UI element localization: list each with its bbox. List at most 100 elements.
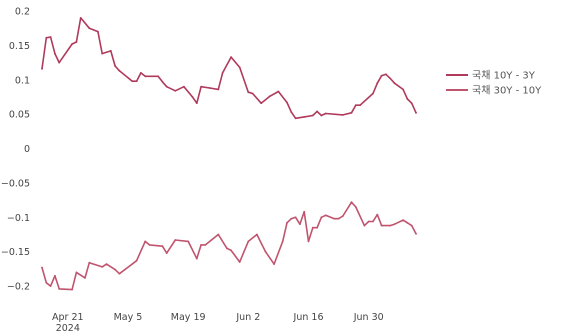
data-point[interactable] (58, 61, 61, 64)
data-point[interactable] (97, 30, 99, 33)
data-point[interactable] (320, 114, 323, 117)
legend[interactable]: 국채 10Y - 3Y 국채 30Y - 10Y (446, 70, 542, 97)
data-point[interactable] (71, 43, 73, 45)
data-point[interactable] (311, 114, 314, 117)
data-point[interactable] (299, 223, 301, 226)
data-point[interactable] (165, 252, 168, 255)
data-point[interactable] (114, 65, 116, 67)
data-point[interactable] (350, 111, 353, 114)
data-point[interactable] (406, 221, 409, 224)
data-point[interactable] (144, 75, 147, 78)
data-point[interactable] (174, 239, 177, 241)
data-point[interactable] (415, 232, 417, 235)
data-point[interactable] (49, 285, 52, 287)
data-point[interactable] (311, 226, 314, 229)
data-point[interactable] (208, 87, 211, 89)
data-point[interactable] (204, 244, 207, 246)
data-point[interactable] (88, 261, 91, 264)
data-point[interactable] (303, 116, 306, 118)
data-point[interactable] (316, 226, 318, 229)
data-point[interactable] (376, 213, 379, 216)
data-point[interactable] (131, 80, 134, 83)
data-point[interactable] (161, 245, 164, 248)
data-point[interactable] (41, 67, 43, 70)
data-point[interactable] (195, 257, 198, 260)
data-point[interactable] (101, 52, 104, 55)
data-point[interactable] (45, 281, 48, 284)
data-point[interactable] (380, 224, 383, 227)
data-point[interactable] (144, 240, 147, 243)
data-point[interactable] (389, 224, 392, 227)
data-point[interactable] (140, 72, 142, 74)
data-point[interactable] (165, 85, 168, 88)
data-point[interactable] (49, 36, 52, 38)
data-point[interactable] (333, 217, 336, 220)
data-point[interactable] (161, 80, 164, 83)
data-point[interactable] (393, 82, 396, 85)
data-point[interactable] (324, 112, 327, 115)
data-point[interactable] (290, 111, 293, 113)
data-point[interactable] (372, 220, 374, 223)
data-point[interactable] (324, 214, 327, 217)
data-point[interactable] (376, 82, 379, 85)
data-point[interactable] (221, 72, 224, 74)
data-point[interactable] (385, 73, 387, 76)
data-point[interactable] (410, 224, 413, 227)
data-point[interactable] (354, 104, 357, 107)
data-point[interactable] (114, 268, 116, 271)
data-point[interactable] (88, 27, 91, 30)
data-point[interactable] (54, 52, 56, 55)
legend-item-2[interactable]: 국채 30Y - 10Y (446, 85, 542, 97)
data-point[interactable] (247, 240, 250, 243)
data-point[interactable] (316, 110, 318, 113)
data-point[interactable] (75, 271, 78, 274)
data-point[interactable] (226, 247, 228, 250)
legend-item-1[interactable]: 국채 10Y - 3Y (446, 70, 536, 82)
data-point[interactable] (342, 215, 344, 217)
data-point[interactable] (290, 217, 293, 220)
data-point[interactable] (380, 74, 383, 77)
data-point[interactable] (84, 277, 86, 279)
data-point[interactable] (294, 216, 297, 219)
data-point[interactable] (256, 233, 258, 236)
data-point[interactable] (230, 56, 233, 58)
data-point[interactable] (251, 92, 254, 95)
data-point[interactable] (402, 88, 404, 91)
data-point[interactable] (71, 288, 73, 291)
data-point[interactable] (148, 244, 151, 246)
data-point[interactable] (307, 240, 310, 243)
data-point[interactable] (406, 98, 409, 100)
data-point[interactable] (41, 266, 43, 269)
data-point[interactable] (372, 92, 374, 95)
data-point[interactable] (320, 216, 323, 219)
data-point[interactable] (260, 102, 263, 105)
data-point[interactable] (195, 102, 198, 105)
data-point[interactable] (217, 233, 220, 236)
data-point[interactable] (303, 210, 306, 213)
data-point[interactable] (268, 95, 271, 98)
data-point[interactable] (105, 263, 108, 265)
data-point[interactable] (109, 50, 112, 52)
data-point[interactable] (294, 117, 297, 120)
data-point[interactable] (393, 223, 396, 226)
data-point[interactable] (217, 88, 220, 91)
data-point[interactable] (191, 96, 194, 98)
data-point[interactable] (281, 240, 284, 243)
series-line-2[interactable] (41, 201, 417, 291)
data-point[interactable] (183, 85, 185, 88)
data-point[interactable] (389, 77, 392, 80)
data-point[interactable] (54, 274, 56, 277)
data-point[interactable] (402, 219, 404, 222)
data-point[interactable] (337, 217, 340, 220)
data-point[interactable] (350, 201, 353, 204)
data-point[interactable] (342, 114, 344, 116)
data-point[interactable] (238, 66, 241, 69)
data-point[interactable] (101, 266, 104, 268)
data-point[interactable] (363, 224, 366, 227)
data-point[interactable] (286, 221, 288, 224)
data-point[interactable] (354, 206, 357, 208)
data-point[interactable] (75, 41, 78, 43)
data-point[interactable] (200, 244, 203, 246)
data-point[interactable] (157, 75, 160, 78)
data-point[interactable] (187, 240, 190, 243)
